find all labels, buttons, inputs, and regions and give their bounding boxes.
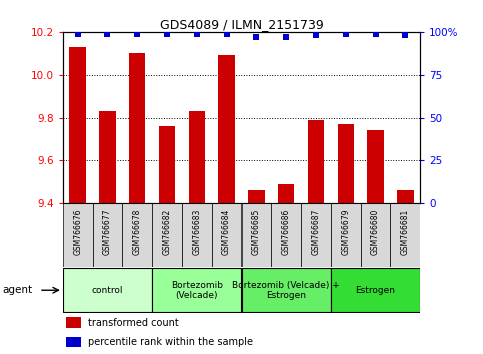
Text: control: control bbox=[92, 286, 123, 295]
Point bbox=[104, 31, 112, 36]
Text: percentile rank within the sample: percentile rank within the sample bbox=[88, 337, 253, 347]
Text: GSM766682: GSM766682 bbox=[163, 209, 171, 255]
Bar bbox=[331, 268, 420, 312]
Text: GSM766684: GSM766684 bbox=[222, 209, 231, 255]
Bar bbox=[397, 190, 413, 203]
Text: GSM766676: GSM766676 bbox=[73, 209, 82, 255]
Text: GSM766686: GSM766686 bbox=[282, 209, 291, 255]
Bar bbox=[212, 203, 242, 268]
Point bbox=[401, 33, 409, 38]
Title: GDS4089 / ILMN_2151739: GDS4089 / ILMN_2151739 bbox=[159, 18, 324, 31]
Bar bbox=[368, 130, 384, 203]
Text: GSM766677: GSM766677 bbox=[103, 209, 112, 255]
Bar bbox=[361, 203, 390, 268]
Text: agent: agent bbox=[2, 285, 32, 295]
Text: GSM766678: GSM766678 bbox=[133, 209, 142, 255]
Bar bbox=[301, 203, 331, 268]
Point bbox=[312, 33, 320, 38]
Point bbox=[282, 34, 290, 40]
Bar bbox=[63, 203, 93, 268]
Bar bbox=[189, 111, 205, 203]
Bar bbox=[278, 184, 294, 203]
Point bbox=[342, 31, 350, 36]
Bar bbox=[182, 203, 212, 268]
Text: GSM766681: GSM766681 bbox=[401, 209, 410, 255]
Bar bbox=[93, 203, 122, 268]
Bar bbox=[338, 124, 354, 203]
Bar bbox=[159, 126, 175, 203]
Point bbox=[193, 31, 201, 36]
Bar bbox=[248, 190, 265, 203]
Text: Bortezomib
(Velcade): Bortezomib (Velcade) bbox=[171, 280, 223, 300]
Bar bbox=[242, 268, 331, 312]
Bar bbox=[152, 268, 242, 312]
Bar bbox=[66, 337, 81, 348]
Bar bbox=[308, 120, 324, 203]
Point bbox=[223, 31, 230, 36]
Point bbox=[253, 34, 260, 40]
Bar bbox=[63, 268, 152, 312]
Bar bbox=[390, 203, 420, 268]
Text: GSM766679: GSM766679 bbox=[341, 209, 350, 255]
Text: GSM766687: GSM766687 bbox=[312, 209, 320, 255]
Bar bbox=[99, 111, 115, 203]
Text: GSM766685: GSM766685 bbox=[252, 209, 261, 255]
Text: Bortezomib (Velcade) +
Estrogen: Bortezomib (Velcade) + Estrogen bbox=[232, 280, 340, 300]
Bar bbox=[218, 56, 235, 203]
Bar bbox=[66, 318, 81, 328]
Bar bbox=[152, 203, 182, 268]
Bar bbox=[271, 203, 301, 268]
Bar bbox=[70, 47, 86, 203]
Text: transformed count: transformed count bbox=[88, 318, 179, 328]
Text: Estrogen: Estrogen bbox=[355, 286, 396, 295]
Bar bbox=[122, 203, 152, 268]
Point bbox=[372, 31, 380, 36]
Text: GSM766680: GSM766680 bbox=[371, 209, 380, 255]
Point bbox=[74, 31, 82, 36]
Bar bbox=[331, 203, 361, 268]
Bar bbox=[242, 203, 271, 268]
Text: GSM766683: GSM766683 bbox=[192, 209, 201, 255]
Point bbox=[133, 31, 141, 36]
Point bbox=[163, 31, 171, 36]
Bar bbox=[129, 53, 145, 203]
